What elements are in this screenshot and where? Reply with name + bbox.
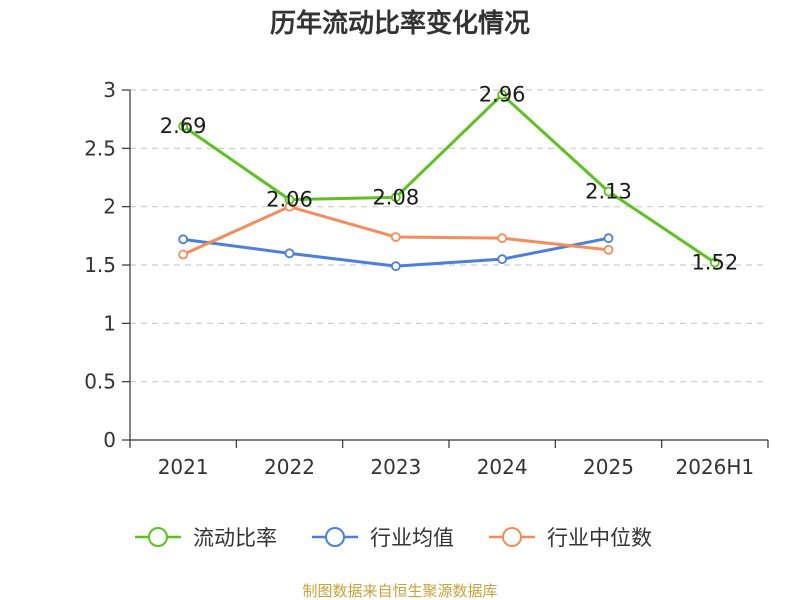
y-tick-label: 3 [103, 78, 116, 102]
data-point [603, 233, 614, 244]
x-tick-label: 2022 [264, 455, 315, 479]
legend-label: 流动比率 [193, 526, 277, 550]
data-point [178, 249, 189, 260]
grid-lines [130, 89, 768, 383]
series-lines [178, 89, 720, 272]
y-tick-label: 2.5 [84, 136, 116, 160]
y-tick-label: 2 [103, 195, 116, 219]
data-point [497, 254, 508, 265]
data-point [284, 194, 295, 205]
x-tick-label: 2021 [158, 455, 209, 479]
x-tick-label: 2025 [583, 455, 634, 479]
data-label: 1.52 [691, 251, 738, 275]
x-tick-label: 2024 [477, 455, 528, 479]
data-point [497, 89, 508, 100]
legend-label: 行业中位数 [547, 526, 652, 550]
data-point [390, 192, 401, 203]
data-point [603, 186, 614, 197]
data-labels: 2.69 2.06 2.08 2.96 2.13 1.52 [160, 83, 738, 275]
x-tick-label: 2023 [370, 455, 421, 479]
data-point [390, 261, 401, 272]
y-tick-label: 0 [103, 428, 116, 452]
series-line [182, 93, 716, 264]
y-tick-label: 0.5 [84, 370, 116, 394]
data-point [178, 234, 189, 245]
chart-title: 历年流动比率变化情况 [270, 8, 530, 39]
y-tick-label: 1 [103, 311, 116, 335]
data-label: 2.13 [585, 180, 632, 204]
legend-marker [325, 527, 345, 547]
data-label: 2.06 [266, 188, 313, 212]
legend: 流动比率 行业均值 行业中位数 [135, 526, 652, 550]
data-label: 2.96 [479, 83, 526, 107]
y-tick-label: 1.5 [84, 253, 116, 277]
data-label: 2.69 [160, 114, 207, 138]
source-note: 制图数据来自恒生聚源数据库 [302, 582, 497, 600]
legend-label: 行业均值 [370, 526, 454, 550]
data-point [178, 121, 189, 132]
data-point [603, 244, 614, 255]
data-point [709, 257, 720, 268]
legend-marker [148, 527, 168, 547]
data-label: 2.08 [372, 185, 419, 209]
x-tick-label: 2026H1 [675, 455, 754, 479]
data-point [390, 232, 401, 242]
legend-marker [502, 527, 522, 547]
data-point [284, 248, 295, 259]
data-point [497, 233, 508, 244]
